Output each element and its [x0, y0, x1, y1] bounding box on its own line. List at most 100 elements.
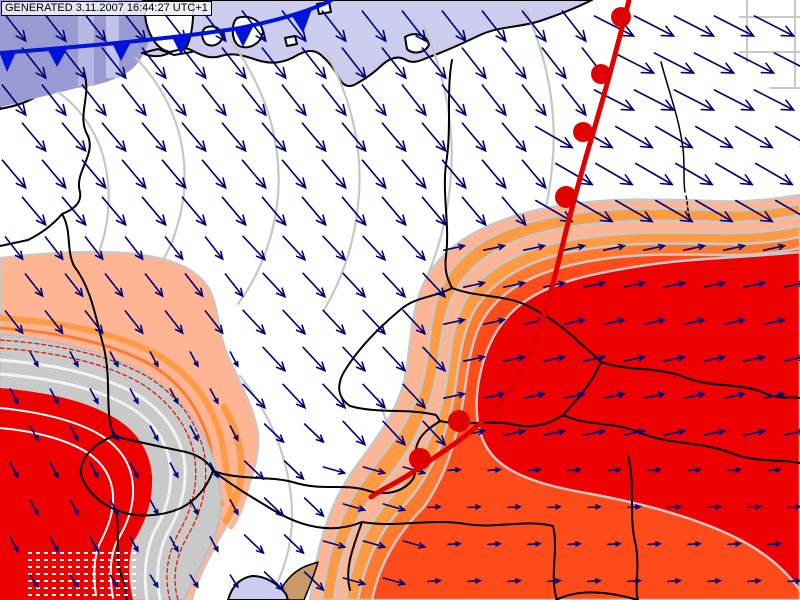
wind-arrow	[181, 196, 207, 227]
wind-arrow	[541, 47, 567, 80]
wind-arrow	[229, 351, 239, 368]
cold-front-triangle	[172, 34, 192, 55]
wind-arrow	[602, 317, 627, 325]
wind-arrow	[747, 578, 762, 584]
wind-arrow	[567, 467, 582, 473]
wind-arrow	[69, 425, 79, 442]
wind-arrow	[362, 235, 387, 262]
wind-arrow	[342, 420, 367, 447]
wind-arrow	[69, 351, 79, 368]
blob-white-contour-1	[0, 407, 135, 599]
wind-arrow	[775, 125, 800, 148]
wind-arrow	[81, 84, 107, 117]
wind-arrow	[613, 52, 656, 74]
stipple-dot	[100, 580, 104, 582]
wind-arrow	[84, 310, 104, 335]
wind-arrow	[447, 467, 462, 473]
stipple-dot	[108, 587, 112, 589]
wind-arrow	[521, 10, 547, 43]
stipple-dot	[116, 559, 120, 561]
wind-arrow	[201, 159, 227, 190]
wind-arrow	[673, 15, 716, 37]
wind-arrow	[169, 536, 179, 553]
stipple-dot	[108, 566, 112, 568]
wind-arrow	[21, 196, 47, 227]
blob-white-contour-2	[0, 427, 115, 596]
wind-arrow	[562, 391, 587, 399]
wind-arrow	[61, 122, 87, 153]
stipple-dot	[28, 552, 32, 554]
wind-arrow	[322, 235, 347, 262]
wind-arrow	[169, 462, 179, 479]
stipple-dot	[92, 594, 96, 596]
wind-arrow	[342, 503, 367, 512]
wind-arrow	[501, 47, 527, 80]
wind-arrow	[447, 541, 462, 547]
wind-arrow	[722, 391, 747, 399]
stipple-dot	[68, 566, 72, 568]
stipple-dot	[116, 580, 120, 582]
wind-arrow	[263, 497, 285, 518]
stipple-dot	[60, 587, 64, 589]
wind-arrow	[753, 89, 796, 111]
wind-arrow	[282, 235, 307, 262]
wind-arrow	[542, 428, 567, 436]
stipple-dot	[60, 552, 64, 554]
wind-arrow	[607, 541, 622, 547]
wind-arrow	[362, 466, 387, 475]
stipple-dot	[84, 594, 88, 596]
stipple-dot	[44, 566, 48, 568]
wind-arrow	[787, 504, 800, 510]
wind-arrow	[461, 196, 487, 227]
wind-arrow	[667, 578, 682, 584]
stipple-dot	[84, 580, 88, 582]
wind-arrow	[121, 84, 147, 117]
stipple-dot	[44, 552, 48, 554]
wind-arrow	[521, 159, 547, 190]
wind-arrow	[129, 536, 139, 553]
wind-arrow	[742, 280, 767, 288]
wind-arrow	[461, 122, 487, 153]
wind-arrow	[582, 354, 607, 362]
wind-arrow	[762, 391, 787, 399]
wind-arrow	[169, 388, 179, 405]
wind-arrow	[382, 420, 407, 447]
wind-arrow	[81, 10, 107, 43]
wind-arrow	[282, 309, 307, 336]
wind-arrow	[49, 388, 59, 405]
stipple-dot	[100, 573, 104, 575]
stipple-dot	[28, 587, 32, 589]
wind-arrow	[164, 310, 184, 335]
wind-arrow	[442, 391, 467, 399]
wind-arrow	[302, 272, 327, 299]
stipple-dot	[84, 573, 88, 575]
cold-front-triangle	[0, 52, 16, 72]
wind-arrow	[767, 541, 782, 547]
wind-arrow	[442, 317, 467, 325]
wind-arrow	[715, 162, 754, 186]
wind-arrow	[263, 571, 285, 592]
red-dashed-contour-1	[0, 347, 197, 600]
wind-arrow	[782, 354, 800, 362]
stipple-dot	[84, 566, 88, 568]
wind-arrow	[501, 122, 527, 153]
wind-arrow	[283, 460, 305, 481]
stipple-dot	[92, 573, 96, 575]
wind-arrow	[89, 536, 99, 553]
river-vistula-dashed	[685, 195, 691, 219]
wind-arrow	[467, 578, 482, 584]
wind-arrow	[582, 428, 607, 436]
wind-arrow	[755, 162, 794, 186]
wind-arrow	[727, 541, 742, 547]
wind-arrow	[201, 10, 227, 43]
wind-arrow	[9, 388, 19, 405]
wind-arrow	[49, 462, 59, 479]
wind-arrow	[521, 84, 547, 117]
wind-arrow	[49, 536, 59, 553]
wind-arrow	[481, 84, 507, 117]
wind-arrow	[109, 351, 119, 368]
wind-arrow	[149, 425, 159, 442]
stipple-dot	[116, 594, 120, 596]
stipple-dot	[52, 573, 56, 575]
